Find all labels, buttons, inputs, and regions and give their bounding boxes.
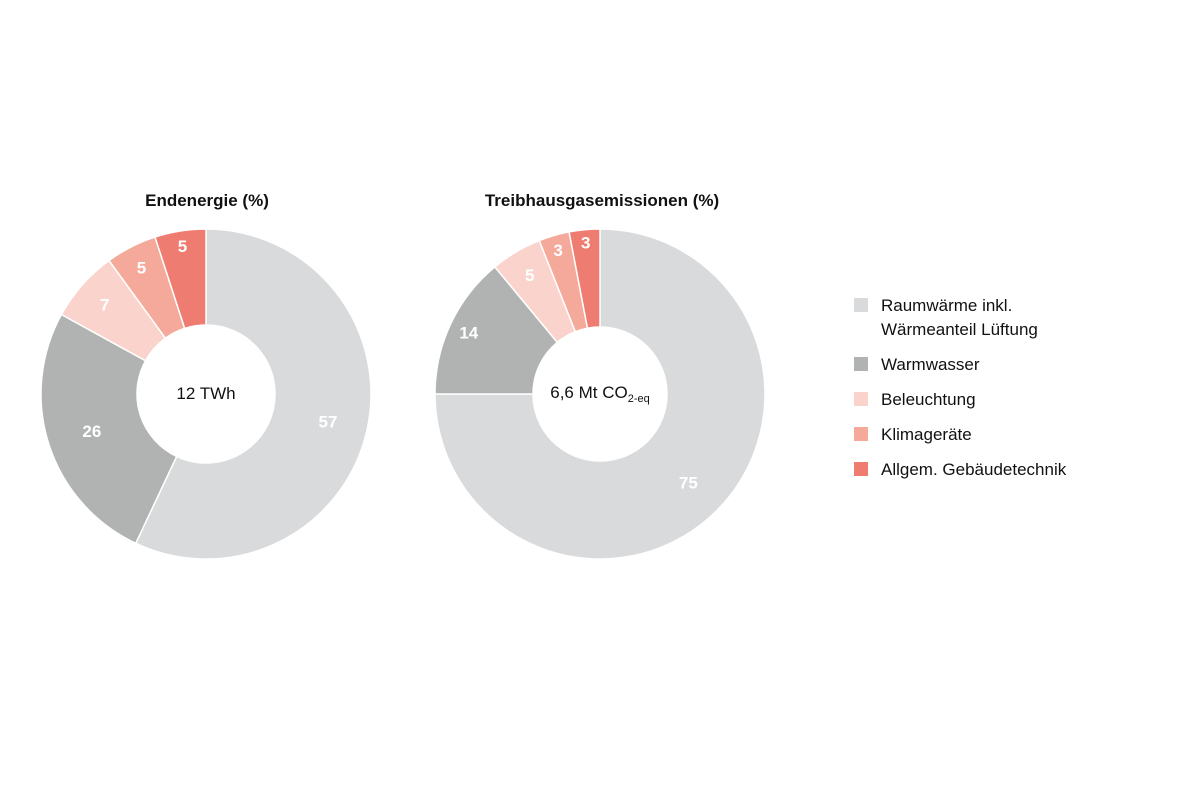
segment-value-label: 3: [553, 241, 562, 260]
segment-value-label: 5: [178, 237, 187, 256]
legend-item-warmwasser: Warmwasser: [854, 353, 1066, 377]
legend-item-beleuchtung: Beleuchtung: [854, 388, 1066, 412]
donut-segment: [40, 313, 178, 545]
legend-swatch: [854, 427, 868, 441]
legend-swatch: [854, 298, 868, 312]
donut-segment: [568, 228, 601, 330]
donut-segment: [434, 265, 559, 395]
legend-label: Allgem. Gebäudetechnik: [881, 460, 1067, 479]
segment-value-label: 5: [137, 258, 146, 277]
legend-item-gebaeudetechnik: Allgem. Gebäudetechnik: [854, 458, 1066, 482]
legend-label: Klimageräte: [881, 425, 972, 444]
legend-label: Raumwärme inkl. Wärmeanteil Lüftung: [881, 296, 1038, 339]
legend-item-raumwaerme: Raumwärme inkl. Wärmeanteil Lüftung: [854, 294, 1066, 342]
segment-value-label: 75: [679, 473, 698, 492]
chart-title-endenergie: Endenergie (%): [145, 191, 269, 210]
segment-value-label: 7: [100, 296, 109, 315]
legend-label: Beleuchtung: [881, 390, 976, 409]
segment-value-label: 14: [459, 323, 478, 342]
legend-label: Warmwasser: [881, 355, 980, 374]
donut-segment: [434, 228, 766, 560]
segment-value-label: 5: [525, 266, 534, 285]
donut-segment: [134, 228, 372, 560]
segment-value-label: 26: [82, 422, 101, 441]
legend-item-klimageraete: Klimageräte: [854, 423, 1066, 447]
legend-swatch: [854, 357, 868, 371]
segment-value-label: 57: [319, 412, 338, 431]
segment-value-label: 3: [581, 234, 590, 253]
legend-swatch: [854, 392, 868, 406]
center-label-endenergie: 12 TWh: [176, 384, 236, 403]
legend-swatch: [854, 462, 868, 476]
chart-title-treibhausgas: Treibhausgasemissionen (%): [484, 191, 720, 210]
center-label-treibhausgas: 6,6 Mt CO2-eq: [550, 383, 650, 405]
donut-segment: [154, 228, 207, 330]
legend: Raumwärme inkl. Wärmeanteil Lüftung Warm…: [854, 294, 1066, 493]
